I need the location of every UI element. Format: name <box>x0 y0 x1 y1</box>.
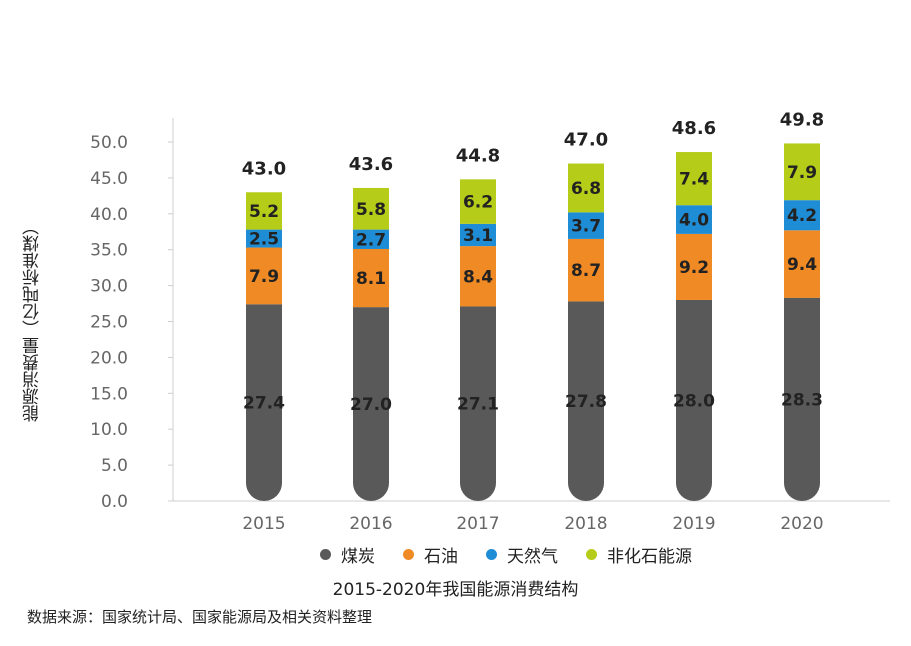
bar-segment-oil <box>353 248 389 308</box>
bar-segment-nonfossil <box>784 143 820 201</box>
legend-swatch-coal <box>320 548 331 560</box>
data-label-nonfossil: 7.4 <box>679 170 709 190</box>
bar-segment-gas <box>784 200 820 231</box>
data-label-oil: 9.4 <box>787 255 817 275</box>
y-axis-label: 能源消费量（亿吨标准煤） <box>23 218 43 422</box>
y-tick-label: 50.0 <box>90 133 128 153</box>
legend-item-nonfossil: 非化石能源 <box>586 542 692 567</box>
y-tick-label: 5.0 <box>101 456 128 476</box>
total-label: 44.8 <box>456 145 500 166</box>
bar-segment-nonfossil <box>676 152 712 206</box>
x-tick-label: 2016 <box>349 514 392 534</box>
data-label-coal: 27.0 <box>350 395 392 415</box>
y-tick-label: 45.0 <box>90 169 128 189</box>
data-label-oil: 9.2 <box>679 258 709 278</box>
x-tick-label: 2018 <box>564 514 607 534</box>
x-tick-label: 2015 <box>242 514 285 534</box>
bar-segment-gas <box>460 223 496 247</box>
x-tick-label: 2017 <box>456 514 499 534</box>
bar-segment-nonfossil <box>353 187 389 230</box>
legend-swatch-nonfossil <box>586 548 597 560</box>
data-label-coal: 28.3 <box>781 390 823 410</box>
bar-segment-oil <box>568 238 604 302</box>
y-tick-label: 35.0 <box>90 241 128 261</box>
data-label-coal: 28.0 <box>673 391 715 411</box>
chart-caption: 2015-2020年我国能源消费结构 <box>332 580 579 600</box>
y-tick-label: 25.0 <box>90 313 128 333</box>
total-label: 47.0 <box>564 130 608 151</box>
total-label: 43.0 <box>242 158 286 179</box>
legend: 煤炭 石油 天然气 非化石能源 <box>320 541 780 567</box>
bar-segment-oil <box>676 233 712 300</box>
y-tick-label: 15.0 <box>90 384 128 404</box>
x-tick-label: 2020 <box>780 514 823 534</box>
legend-item-coal: 煤炭 <box>320 542 375 567</box>
bar-segment-coal <box>246 304 282 501</box>
data-label-oil: 8.4 <box>463 267 493 287</box>
data-label-gas: 2.5 <box>249 230 279 250</box>
y-tick-label: 30.0 <box>90 277 128 297</box>
data-label-nonfossil: 7.9 <box>787 163 817 183</box>
legend-item-oil: 石油 <box>403 542 458 567</box>
data-label-nonfossil: 6.8 <box>571 179 601 199</box>
total-label: 48.6 <box>672 118 716 139</box>
total-label: 49.8 <box>780 109 824 130</box>
bar-segment-coal <box>676 299 712 501</box>
bar-segment-coal <box>460 306 496 501</box>
legend-label-nonfossil: 非化石能源 <box>607 546 692 567</box>
data-label-oil: 8.1 <box>356 269 386 289</box>
y-tick-label: 10.0 <box>90 420 128 440</box>
legend-label-oil: 石油 <box>424 546 458 567</box>
y-tick-label: 20.0 <box>90 348 128 368</box>
bar-segment-nonfossil <box>568 163 604 213</box>
data-label-nonfossil: 5.2 <box>249 202 279 222</box>
data-label-coal: 27.1 <box>457 395 499 415</box>
x-tick-label: 2019 <box>672 514 715 534</box>
legend-swatch-oil <box>403 548 414 560</box>
legend-swatch-gas <box>486 548 497 560</box>
bar-segment-oil <box>246 247 282 305</box>
data-label-gas: 3.1 <box>463 226 493 246</box>
data-label-gas: 4.0 <box>679 211 709 231</box>
bar-segment-oil <box>460 246 496 307</box>
data-label-gas: 2.7 <box>356 230 386 250</box>
y-tick-label: 0.0 <box>101 492 128 512</box>
data-label-nonfossil: 5.8 <box>356 200 386 220</box>
data-label-coal: 27.4 <box>243 394 285 414</box>
bar-segment-gas <box>246 229 282 248</box>
data-label-gas: 3.7 <box>571 217 601 237</box>
source-note: 数据来源：国家统计局、国家能源局及相关资料整理 <box>27 608 373 626</box>
bar-segment-coal <box>568 301 604 501</box>
bar-segment-coal <box>353 307 389 501</box>
legend-item-gas: 天然气 <box>486 542 558 567</box>
data-label-nonfossil: 6.2 <box>463 193 493 213</box>
y-tick-label: 40.0 <box>90 205 128 225</box>
data-label-gas: 4.2 <box>787 206 817 226</box>
bar-segment-oil <box>784 230 820 298</box>
bar-segment-nonfossil <box>460 179 496 224</box>
bar-segment-gas <box>353 229 389 249</box>
data-label-coal: 27.8 <box>565 392 607 412</box>
bar-segment-nonfossil <box>246 192 282 230</box>
total-label: 43.6 <box>349 154 393 175</box>
bar-segment-gas <box>676 205 712 234</box>
data-label-oil: 7.9 <box>249 267 279 287</box>
bar-segment-coal <box>784 297 820 501</box>
data-label-oil: 8.7 <box>571 261 601 281</box>
legend-label-coal: 煤炭 <box>341 546 375 567</box>
legend-label-gas: 天然气 <box>507 546 558 567</box>
bar-segment-gas <box>568 212 604 239</box>
